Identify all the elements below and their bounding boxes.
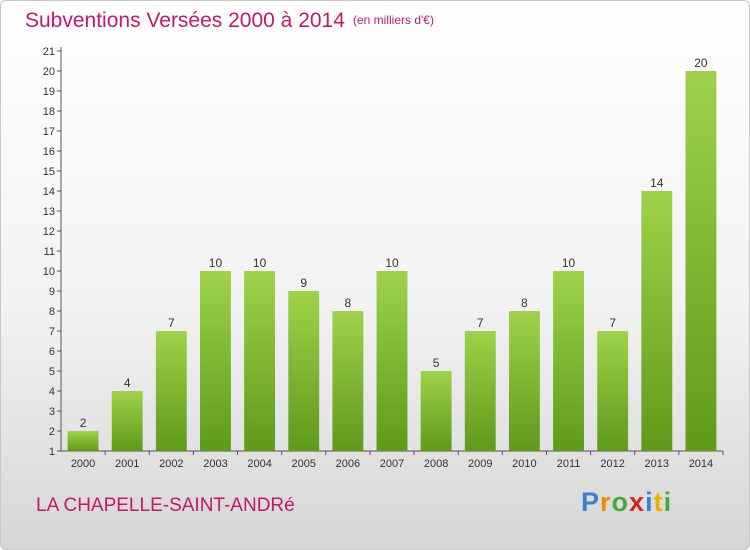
x-tick-label: 2005 bbox=[291, 458, 315, 470]
bar bbox=[376, 271, 408, 451]
data-label: 8 bbox=[521, 296, 528, 310]
y-tick-label: 6 bbox=[49, 346, 55, 358]
bar bbox=[244, 271, 276, 451]
data-label: 8 bbox=[345, 296, 352, 310]
y-tick-label: 2 bbox=[49, 426, 55, 438]
y-tick-label: 10 bbox=[43, 266, 55, 278]
data-label: 5 bbox=[433, 356, 440, 370]
data-label: 2 bbox=[80, 416, 87, 430]
bar bbox=[200, 271, 231, 451]
bar bbox=[685, 71, 717, 451]
bar bbox=[288, 291, 320, 451]
x-tick-label: 2002 bbox=[159, 458, 183, 470]
bar bbox=[597, 331, 629, 451]
y-tick-label: 18 bbox=[43, 106, 55, 118]
bar bbox=[553, 271, 584, 451]
y-tick-label: 12 bbox=[43, 226, 55, 238]
bar bbox=[641, 191, 673, 451]
y-tick-label: 19 bbox=[43, 86, 55, 98]
data-label: 10 bbox=[253, 256, 267, 270]
bar bbox=[332, 311, 364, 451]
y-tick-label: 9 bbox=[49, 286, 55, 298]
y-tick-label: 16 bbox=[43, 146, 55, 158]
y-tick-label: 14 bbox=[43, 186, 55, 198]
bar bbox=[111, 391, 143, 451]
x-tick-label: 2009 bbox=[468, 458, 492, 470]
data-label: 14 bbox=[650, 176, 664, 190]
data-label: 10 bbox=[385, 256, 399, 270]
y-tick-label: 17 bbox=[43, 126, 55, 138]
proxiti-logo[interactable]: Proxiti bbox=[581, 487, 673, 517]
x-tick-label: 2004 bbox=[247, 458, 271, 470]
y-tick-label: 13 bbox=[43, 206, 55, 218]
data-label: 7 bbox=[168, 316, 175, 330]
bar bbox=[155, 331, 187, 451]
x-tick-label: 2000 bbox=[71, 458, 95, 470]
y-tick-label: 5 bbox=[49, 366, 55, 378]
data-label: 9 bbox=[300, 276, 307, 290]
y-tick-label: 8 bbox=[49, 306, 55, 318]
y-tick-label: 3 bbox=[49, 406, 55, 418]
data-label: 10 bbox=[562, 256, 576, 270]
x-tick-label: 2011 bbox=[557, 458, 581, 470]
data-label: 10 bbox=[209, 256, 223, 270]
y-tick-label: 7 bbox=[49, 326, 55, 338]
chart-title: Subventions Versées 2000 à 2014 bbox=[25, 9, 345, 32]
bar bbox=[420, 371, 452, 451]
x-tick-label: 2008 bbox=[424, 458, 448, 470]
data-label: 7 bbox=[609, 316, 616, 330]
x-tick-label: 2001 bbox=[115, 458, 139, 470]
chart-subtitle: (en milliers d'€) bbox=[353, 13, 434, 27]
x-tick-label: 2006 bbox=[336, 458, 360, 470]
y-tick-label: 20 bbox=[43, 66, 55, 78]
y-tick-label: 4 bbox=[49, 386, 55, 398]
bar bbox=[464, 331, 496, 451]
y-tick-label: 11 bbox=[44, 246, 55, 258]
x-tick-label: 2012 bbox=[600, 458, 624, 470]
bar bbox=[67, 431, 99, 451]
y-tick-label: 15 bbox=[43, 166, 55, 178]
x-tick-label: 2007 bbox=[380, 458, 404, 470]
x-tick-label: 2010 bbox=[512, 458, 536, 470]
data-label: 7 bbox=[477, 316, 484, 330]
y-tick-label: 1 bbox=[49, 446, 55, 458]
x-tick-label: 2003 bbox=[203, 458, 227, 470]
data-label: 4 bbox=[124, 376, 131, 390]
bar bbox=[508, 311, 540, 451]
x-tick-label: 2014 bbox=[689, 458, 713, 470]
y-tick-label: 21 bbox=[43, 46, 55, 58]
x-tick-label: 2013 bbox=[645, 458, 669, 470]
town-name: LA CHAPELLE-SAINT-ANDRé bbox=[36, 495, 295, 516]
data-label: 20 bbox=[694, 56, 708, 70]
